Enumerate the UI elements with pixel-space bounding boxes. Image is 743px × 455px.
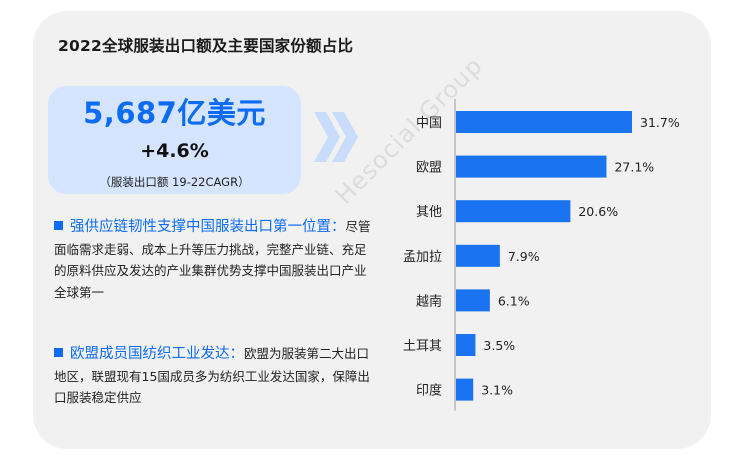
page-title: 2022全球服装出口额及主要国家份额占比 xyxy=(58,37,354,55)
bullet-supply-chain: 强供应链韧性支撑中国服装出口第一位置：尽管面临需求走弱、成本上升等压力挑战，完整… xyxy=(54,216,372,303)
kpi-value: 5,687亿美元 xyxy=(83,96,266,130)
value-label: 7.9% xyxy=(508,249,540,264)
bar-0 xyxy=(456,111,632,133)
value-label: 27.1% xyxy=(614,160,654,175)
category-label: 其他 xyxy=(416,205,442,220)
double-chevron-icon xyxy=(314,112,358,162)
bar-3 xyxy=(456,244,500,267)
category-label: 孟加拉 xyxy=(403,250,442,265)
kpi-box: 5,687亿美元 +4.6% （服装出口额 19-22CAGR） xyxy=(48,86,301,194)
bullet-heading: 欧盟成员国纺织工业发达 xyxy=(70,346,230,362)
bullet-heading: 强供应链韧性支撑中国服装出口第一位置 xyxy=(70,219,331,235)
value-label: 3.5% xyxy=(483,338,515,353)
bar-2 xyxy=(456,200,571,223)
bullet-text: 尽管面临需求走弱、成本上升等压力挑战，完整产业链、充足的原料供应及发达的产业集群… xyxy=(54,219,371,300)
category-label: 土耳其 xyxy=(403,339,442,354)
value-label: 6.1% xyxy=(498,293,530,308)
bar-1 xyxy=(456,155,607,178)
bar-5 xyxy=(456,334,476,356)
bullet-square-icon xyxy=(54,348,63,357)
bullet-separator: ： xyxy=(229,346,245,362)
content-card xyxy=(33,11,711,449)
bar-6 xyxy=(456,378,474,401)
category-label: 中国 xyxy=(416,116,442,131)
bar-4 xyxy=(456,289,490,312)
kpi-note: （服装出口额 19-22CAGR） xyxy=(99,175,250,189)
value-label: 31.7% xyxy=(640,115,680,130)
bullet-square-icon xyxy=(54,221,63,230)
category-label: 越南 xyxy=(416,293,442,309)
bullet-eu: 欧盟成员国纺织工业发达：欧盟为服装第二大出口地区，联盟现有15国成员多为纺织工业… xyxy=(54,343,372,409)
bullet-separator: ： xyxy=(331,219,346,235)
category-label: 印度 xyxy=(416,383,442,399)
bullet-text: 欧盟为服装第二大出口地区，联盟现有15国成员多为纺织工业发达国家，保障出口服装稳… xyxy=(54,346,370,405)
value-label: 20.6% xyxy=(578,204,618,219)
value-label: 3.1% xyxy=(481,383,513,398)
category-label: 欧盟 xyxy=(416,161,442,176)
kpi-growth: +4.6% xyxy=(140,140,209,162)
